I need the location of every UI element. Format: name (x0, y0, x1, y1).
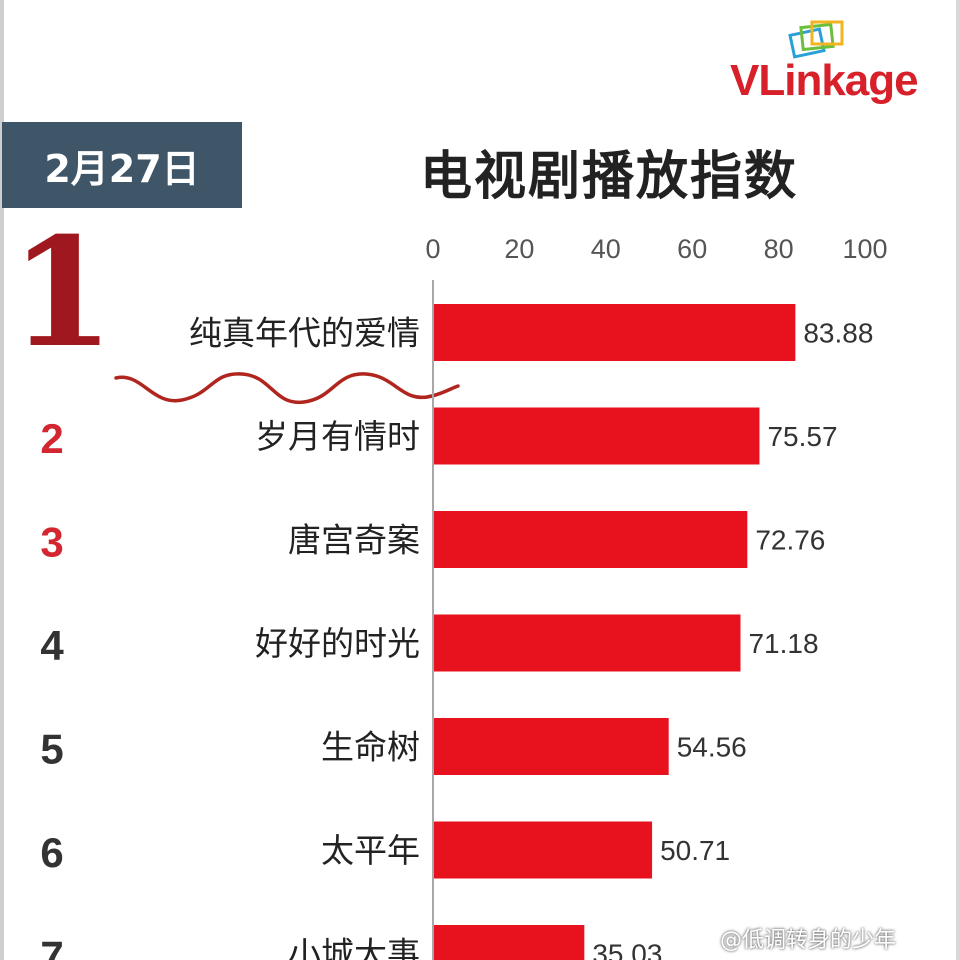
category-label: 纯真年代的爱情 (189, 314, 420, 353)
value-label: 50.71 (660, 835, 730, 866)
bar (433, 821, 653, 879)
rank-number: 2 (40, 415, 63, 462)
bar (433, 511, 748, 568)
x-tick-label: 80 (764, 234, 794, 264)
value-label: 35.03 (592, 939, 662, 960)
bar (433, 718, 669, 775)
x-tick-label: 60 (677, 234, 707, 264)
chart-title: 电视剧播放指数 (420, 147, 799, 207)
x-tick-label: 100 (842, 234, 887, 264)
category-label: 小城大事 (288, 935, 420, 960)
bar (433, 304, 796, 361)
rank-number: 6 (40, 829, 63, 876)
rank-number: 5 (40, 726, 63, 773)
bar (433, 614, 741, 672)
watermark: @低调转身的少年 (720, 928, 897, 953)
category-label: 太平年 (321, 831, 420, 870)
date-badge: 2月27日 (2, 122, 242, 208)
x-tick-label: 0 (425, 234, 440, 264)
x-tick-label: 20 (504, 234, 534, 264)
value-label: 75.57 (767, 421, 837, 452)
logo-cards-icon (788, 20, 844, 59)
x-tick-label: 40 (591, 234, 621, 264)
category-label: 唐宫奇案 (288, 521, 420, 560)
rank-number: 7 (40, 933, 63, 960)
bar (433, 407, 760, 465)
rank-1-large: 1 (10, 205, 115, 381)
category-label: 岁月有情时 (255, 417, 420, 456)
value-label: 71.18 (748, 628, 818, 659)
frame-border-right (956, 0, 960, 960)
bar (433, 925, 585, 960)
vlinkage-logo: VLinkage (730, 18, 960, 108)
value-label: 72.76 (755, 525, 825, 556)
category-label: 生命树 (321, 728, 420, 767)
rank-number: 3 (40, 519, 63, 566)
logo-text: VLinkage (730, 56, 919, 105)
category-label: 好好的时光 (255, 624, 420, 663)
value-label: 83.88 (803, 318, 873, 349)
value-label: 54.56 (677, 732, 747, 763)
frame-border-left (0, 0, 4, 960)
rank-number: 4 (40, 622, 64, 669)
handdrawn-squiggle (114, 372, 460, 404)
